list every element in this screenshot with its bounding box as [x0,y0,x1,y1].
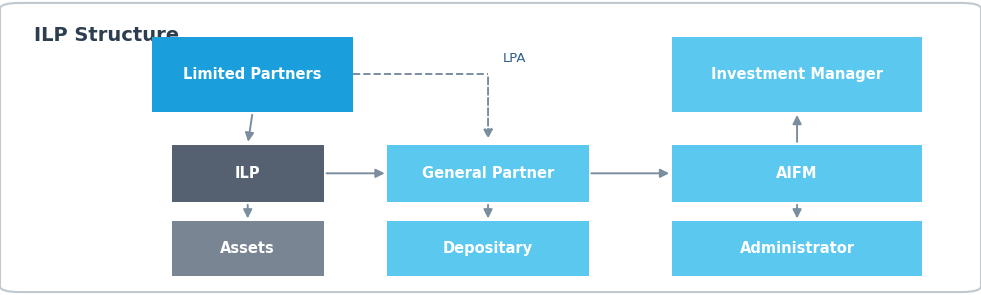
Text: Limited Partners: Limited Partners [183,67,322,82]
FancyBboxPatch shape [152,37,353,112]
Text: ILP Structure: ILP Structure [34,26,180,45]
FancyBboxPatch shape [672,221,922,276]
FancyBboxPatch shape [172,221,324,276]
Text: LPA: LPA [502,52,526,65]
FancyBboxPatch shape [387,221,589,276]
Text: ILP: ILP [234,166,261,181]
Text: AIFM: AIFM [776,166,818,181]
Text: Administrator: Administrator [740,241,854,256]
FancyBboxPatch shape [672,145,922,202]
FancyBboxPatch shape [172,145,324,202]
FancyBboxPatch shape [672,37,922,112]
Text: Investment Manager: Investment Manager [711,67,883,82]
Text: General Partner: General Partner [422,166,554,181]
Text: Assets: Assets [221,241,275,256]
FancyBboxPatch shape [0,3,981,292]
Text: Depositary: Depositary [443,241,533,256]
FancyBboxPatch shape [387,145,589,202]
